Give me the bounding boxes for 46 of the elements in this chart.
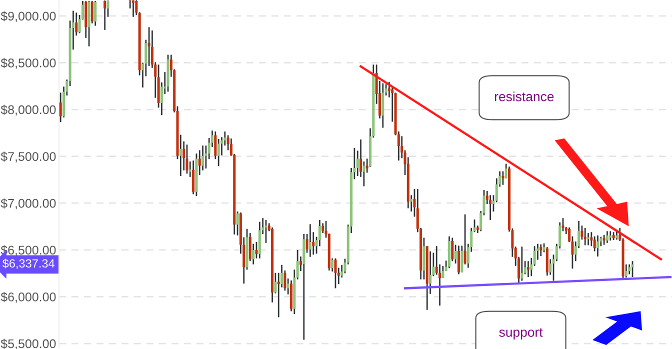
candlestick — [382, 82, 384, 128]
candlestick — [596, 234, 600, 258]
y-tick-label: $8,500.00 — [0, 58, 56, 69]
candlestick — [546, 246, 548, 276]
y-tick-label: $6,500.00 — [0, 245, 56, 256]
candlestick — [148, 26, 150, 67]
candlestick — [202, 144, 204, 172]
candlestick — [457, 245, 460, 275]
candlestick — [258, 221, 261, 260]
candlestick — [540, 244, 542, 257]
candlestick — [602, 234, 606, 246]
annotation: resistance — [494, 92, 554, 102]
candlestick — [489, 194, 492, 221]
y-tick-label: $8,000.00 — [0, 104, 56, 116]
candlestick — [198, 150, 201, 176]
candlestick — [334, 258, 337, 289]
candlestick — [236, 210, 239, 236]
y-tick-label: $9,000.00 — [0, 11, 56, 22]
candlestick — [192, 160, 195, 195]
y-tick-label: $7,500.00 — [0, 152, 56, 162]
candlestick — [606, 230, 608, 244]
candlestick — [454, 244, 457, 264]
candlestick — [217, 138, 220, 167]
y-tick-label: $6,000.00 — [0, 292, 56, 303]
candlestick — [464, 214, 466, 266]
candlestick — [264, 219, 268, 244]
candlestick — [631, 260, 634, 278]
annotation: support — [499, 328, 543, 340]
candlestick — [132, 0, 135, 18]
candlestick — [562, 217, 564, 232]
candlestick — [90, 0, 94, 24]
candlestick — [94, 0, 97, 26]
candlestick — [255, 241, 258, 260]
candlestick — [520, 246, 524, 282]
text: $6,337.34 — [2, 258, 54, 269]
candlestick — [624, 264, 628, 278]
candlestick — [308, 223, 312, 258]
candlestick — [104, 0, 106, 31]
candlestick — [526, 260, 530, 278]
candlestick — [502, 170, 504, 186]
y-tick-label: $7,000.00 — [0, 198, 56, 210]
candlestick — [106, 0, 110, 18]
candlestick — [628, 264, 631, 275]
candlestick — [179, 134, 182, 177]
candlestick — [186, 144, 188, 174]
candlestick — [593, 236, 596, 252]
